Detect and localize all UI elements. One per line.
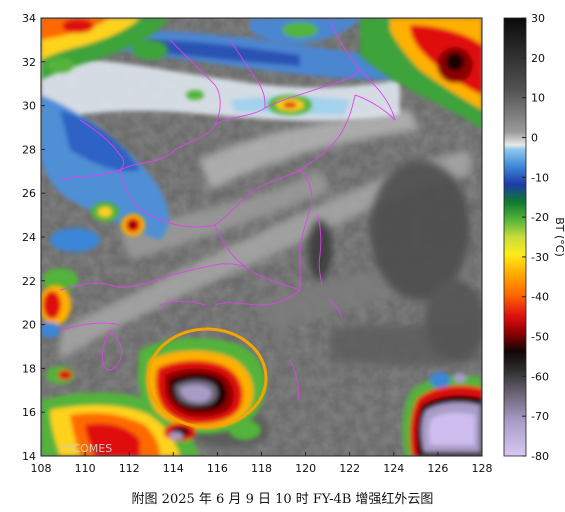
y-tick-label: 20	[22, 319, 36, 332]
x-tick-label: 124	[383, 462, 404, 475]
colorbar-tick-label: 30	[531, 12, 545, 25]
colorbar-label: BT (°C)	[553, 217, 565, 257]
colorbar-tick-label: -60	[531, 370, 549, 383]
x-tick-label: 128	[472, 462, 493, 475]
y-tick-label: 30	[22, 100, 36, 113]
colorbar-tick-label: 10	[531, 92, 545, 105]
x-tick-label: 120	[295, 462, 316, 475]
colorbar-tick-label: -40	[531, 291, 549, 304]
y-tick-label: 16	[22, 406, 36, 419]
x-tick-label: 108	[31, 462, 52, 475]
colorbar-tick-label: -70	[531, 410, 549, 423]
x-tick-label: 126	[427, 462, 448, 475]
watermark: FYCOMES	[60, 442, 112, 455]
y-tick-label: 34	[22, 12, 36, 25]
colorbar-tick-label: -80	[531, 450, 549, 463]
x-tick-label: 118	[251, 462, 272, 475]
y-tick-label: 14	[22, 450, 36, 463]
province-borders	[59, 19, 396, 401]
y-tick-label: 26	[22, 187, 36, 200]
x-tick-label: 114	[163, 462, 184, 475]
colorbar-tick-label: -20	[531, 211, 549, 224]
y-tick-label: 28	[22, 143, 36, 156]
y-tick-label: 24	[22, 231, 36, 244]
y-tick-label: 22	[22, 275, 36, 288]
x-tick-label: 122	[339, 462, 360, 475]
colorbar	[503, 17, 527, 457]
y-tick-label: 32	[22, 56, 36, 69]
y-tick-label: 18	[22, 362, 36, 375]
colorbar-tick-label: 20	[531, 52, 545, 65]
colorbar-tick-label: 0	[531, 131, 538, 144]
x-tick-label: 110	[75, 462, 96, 475]
x-axis: 108 110 112 114 116 118 120 122 124 126 128	[31, 452, 493, 475]
colorbar-tick-label: -10	[531, 171, 549, 184]
colorbar-tick-label: -50	[531, 331, 549, 344]
typhoon-highlight-circle	[146, 327, 268, 429]
satellite-image: FYCOMES	[41, 18, 482, 456]
y-axis: 14 16 18 20 22 24 26 28 30 32 34	[22, 12, 45, 463]
x-tick-label: 112	[119, 462, 140, 475]
figure-caption: 附图 2025 年 6 月 9 日 10 时 FY-4B 增强红外云图	[131, 492, 434, 507]
colorbar-ticks: 30 20 10 0 -10 -20 -30 -40 -50 -60 -70 -80	[522, 12, 549, 463]
x-tick-label: 116	[207, 462, 228, 475]
colorbar-tick-label: -30	[531, 251, 549, 264]
